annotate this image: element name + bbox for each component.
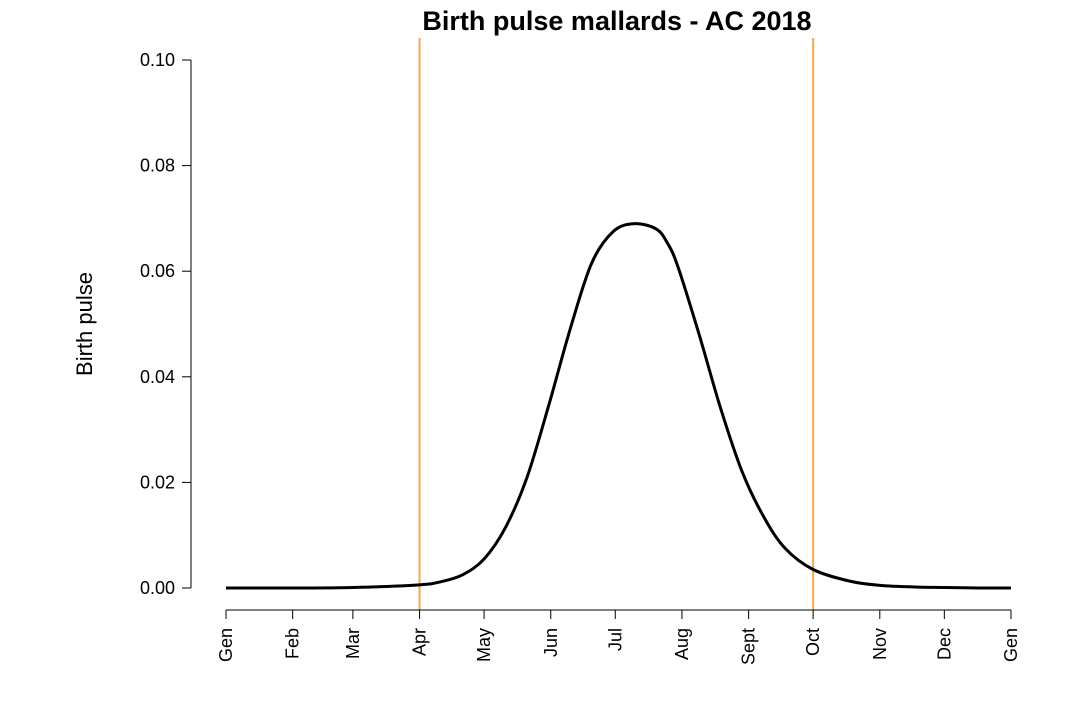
reference-lines — [418, 38, 815, 610]
y-tick-label: 0.08 — [140, 156, 175, 176]
y-tick-label: 0.06 — [140, 261, 175, 281]
x-tick-label: Sept — [739, 628, 759, 665]
y-tick-label: 0.04 — [140, 367, 175, 387]
x-tick-label: Gen — [1001, 628, 1021, 662]
x-tick-label: Feb — [283, 628, 303, 659]
x-tick-label: Mar — [343, 628, 363, 659]
x-tick-label: Apr — [410, 628, 430, 656]
y-tick-label: 0.00 — [140, 578, 175, 598]
series-line-1 — [225, 222, 1012, 590]
y-axis-label: Birth pulse — [72, 272, 97, 376]
x-tick-label: Jun — [541, 628, 561, 657]
x-tick-label: Aug — [672, 628, 692, 660]
x-tick-label: Gen — [216, 628, 236, 662]
x-tick-label: Jul — [605, 628, 625, 651]
x-axis: Gen Feb Mar Apr May Jun Jul Aug Sept Oct Nov Dec Gen — [216, 609, 1021, 665]
y-tick-label: 0.02 — [140, 472, 175, 492]
y-axis: 0.00 0.02 0.04 0.06 0.08 0.10 — [140, 50, 192, 598]
x-tick-label: Dec — [934, 628, 954, 660]
x-tick-label: Nov — [870, 628, 890, 660]
chart-title: Birth pulse mallards - AC 2018 — [422, 6, 811, 36]
series-layer — [225, 222, 1012, 590]
x-tick-label: May — [474, 628, 494, 662]
y-tick-label: 0.10 — [140, 50, 175, 70]
x-tick-label: Oct — [803, 628, 823, 656]
